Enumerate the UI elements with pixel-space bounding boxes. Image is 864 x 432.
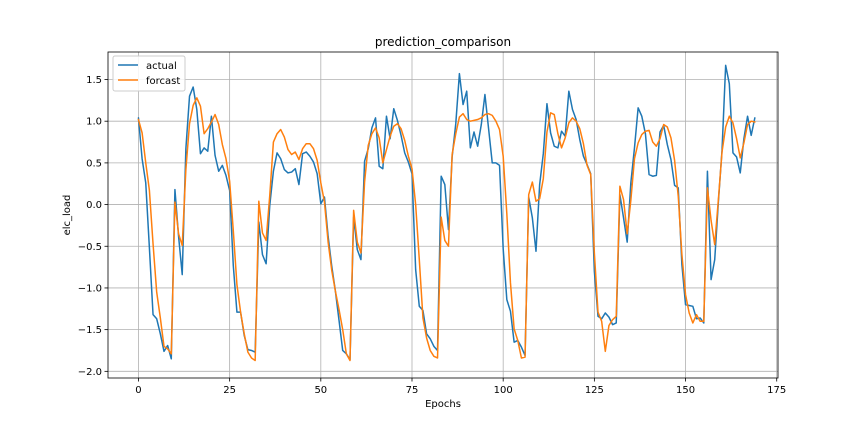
x-tick-label: 125 bbox=[585, 385, 604, 396]
plot-frame bbox=[107, 51, 779, 379]
y-axis-label: elc_load bbox=[62, 195, 73, 236]
x-tick-label: 50 bbox=[314, 385, 327, 396]
legend: actual forcast bbox=[112, 55, 186, 92]
axis-ticks: 0 25 50 75 100 125 150 175 −2.0 −1.5 −1.0 −0.5 0.0 0.… bbox=[78, 75, 787, 396]
x-tick-label: 100 bbox=[494, 385, 513, 396]
x-tick-label: 175 bbox=[767, 385, 786, 396]
x-tick-label: 150 bbox=[676, 385, 695, 396]
x-tick-label: 0 bbox=[135, 385, 141, 396]
y-tick-label: −2.0 bbox=[78, 367, 102, 378]
chart-title: prediction_comparison bbox=[375, 35, 511, 49]
legend-label-actual: actual bbox=[146, 61, 177, 72]
plot-area bbox=[108, 52, 778, 378]
y-tick-label: −1.0 bbox=[78, 283, 102, 294]
x-tick-label: 25 bbox=[223, 385, 236, 396]
series-line-forcast bbox=[137, 97, 756, 362]
series-lines bbox=[137, 64, 756, 362]
y-tick-label: 1.5 bbox=[86, 75, 102, 86]
y-tick-label: 1.0 bbox=[86, 117, 102, 128]
y-tick-label: −0.5 bbox=[78, 242, 102, 253]
y-tick-label: 0.5 bbox=[86, 158, 102, 169]
grid-lines bbox=[108, 52, 778, 378]
legend-label-forcast: forcast bbox=[146, 76, 180, 87]
x-tick-label: 75 bbox=[406, 385, 419, 396]
y-tick-label: −1.5 bbox=[78, 325, 102, 336]
y-tick-label: 0.0 bbox=[86, 200, 102, 211]
x-axis-label: Epochs bbox=[425, 399, 461, 410]
